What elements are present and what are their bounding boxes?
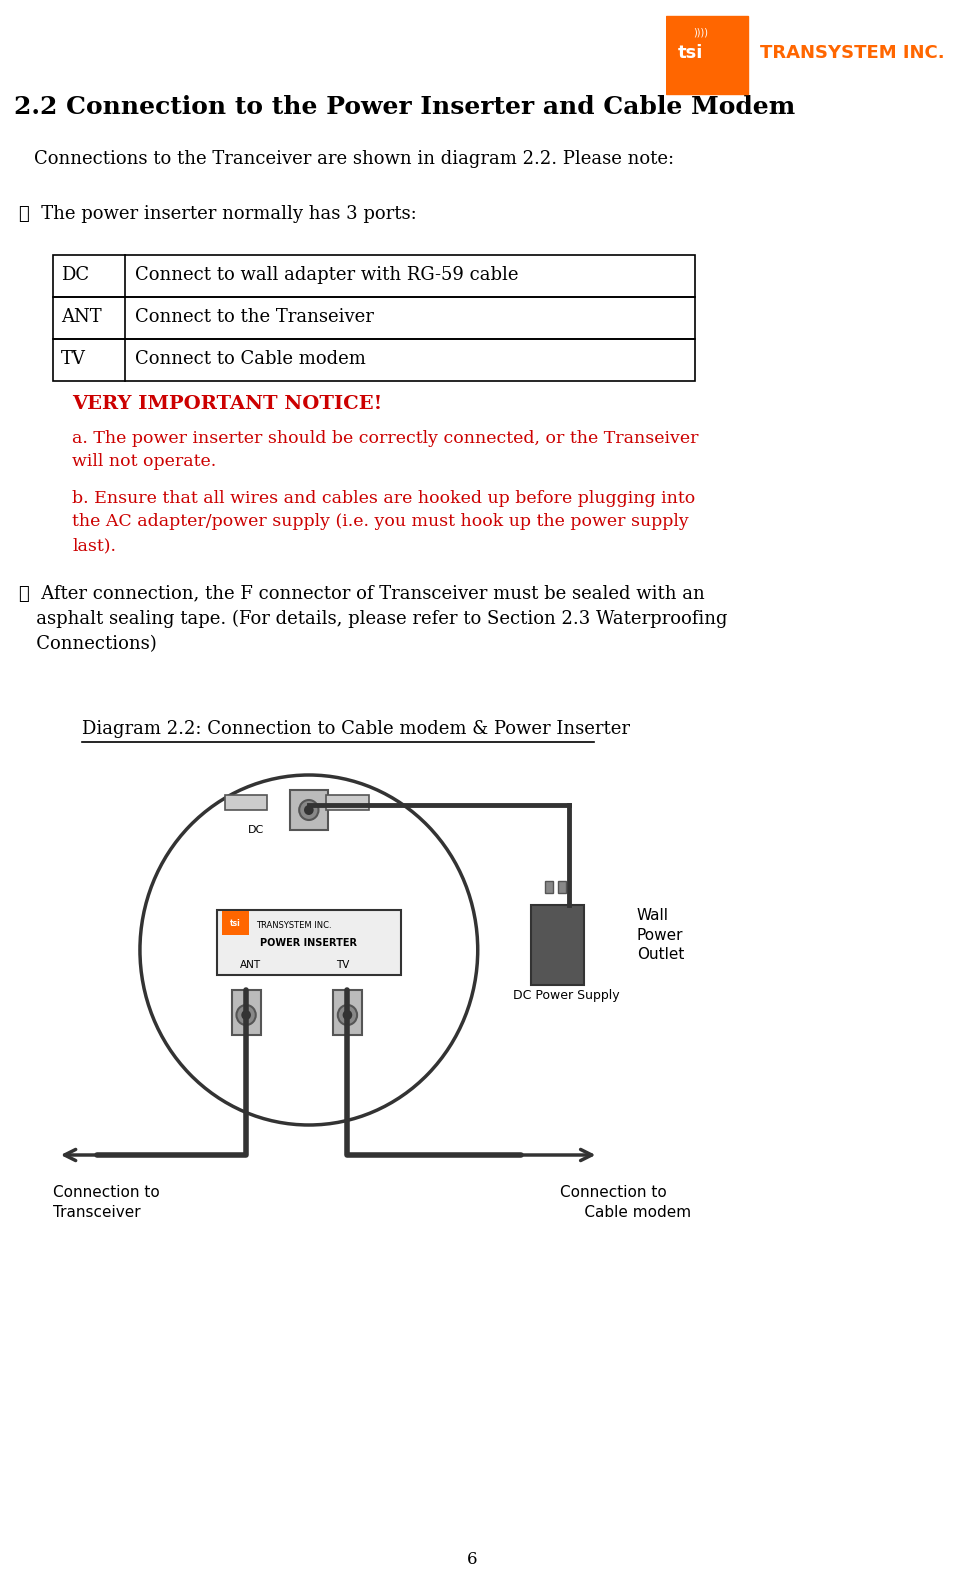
Bar bbox=[545, 881, 553, 893]
Bar bbox=[222, 912, 248, 936]
Bar bbox=[225, 796, 267, 810]
Text: Connection to
Transceiver: Connection to Transceiver bbox=[53, 1185, 159, 1220]
Text: Diagram 2.2: Connection to Cable modem & Power Inserter: Diagram 2.2: Connection to Cable modem &… bbox=[82, 721, 630, 738]
Text: DC: DC bbox=[61, 267, 89, 285]
Circle shape bbox=[237, 1006, 255, 1025]
Circle shape bbox=[304, 805, 313, 815]
Bar bbox=[326, 796, 369, 810]
Text: Connect to Cable modem: Connect to Cable modem bbox=[135, 350, 366, 369]
Bar bbox=[217, 910, 400, 975]
Bar bbox=[53, 255, 694, 298]
Text: ANT: ANT bbox=[241, 959, 261, 971]
Text: TV: TV bbox=[61, 350, 86, 369]
Circle shape bbox=[337, 1006, 357, 1025]
Bar bbox=[289, 791, 328, 831]
Text: tsi: tsi bbox=[677, 43, 702, 62]
Bar bbox=[665, 16, 747, 94]
Text: 6: 6 bbox=[467, 1551, 476, 1569]
Text: ANT: ANT bbox=[61, 309, 102, 326]
Bar bbox=[232, 990, 260, 1036]
Text: TRANSYSTEM INC.: TRANSYSTEM INC. bbox=[759, 43, 944, 62]
Circle shape bbox=[299, 800, 318, 819]
Text: VERY IMPORTANT NOTICE!: VERY IMPORTANT NOTICE! bbox=[72, 395, 382, 414]
Text: )))): )))) bbox=[692, 27, 708, 38]
Circle shape bbox=[342, 1010, 352, 1020]
Text: 2.2 Connection to the Power Inserter and Cable Modem: 2.2 Connection to the Power Inserter and… bbox=[15, 95, 795, 119]
Text: DC: DC bbox=[247, 826, 264, 835]
Text: Connections to the Tranceiver are shown in diagram 2.2. Please note:: Connections to the Tranceiver are shown … bbox=[34, 150, 673, 169]
Text: TRANSYSTEM INC.: TRANSYSTEM INC. bbox=[255, 921, 331, 929]
Circle shape bbox=[241, 1010, 250, 1020]
Text: tsi: tsi bbox=[230, 918, 241, 928]
Text: ①  The power inserter normally has 3 ports:: ① The power inserter normally has 3 port… bbox=[20, 205, 417, 223]
Bar bbox=[53, 298, 694, 339]
Bar bbox=[333, 990, 362, 1036]
Text: b. Ensure that all wires and cables are hooked up before plugging into
the AC ad: b. Ensure that all wires and cables are … bbox=[72, 490, 695, 554]
Text: a. The power inserter should be correctly connected, or the Transeiver
will not : a. The power inserter should be correctl… bbox=[72, 430, 698, 471]
Text: Connect to the Transeiver: Connect to the Transeiver bbox=[135, 309, 374, 326]
Text: POWER INSERTER: POWER INSERTER bbox=[260, 939, 357, 948]
Text: Connection to
     Cable modem: Connection to Cable modem bbox=[559, 1185, 690, 1220]
Bar bbox=[53, 339, 694, 380]
Text: TV: TV bbox=[335, 959, 349, 971]
Text: DC Power Supply: DC Power Supply bbox=[512, 988, 619, 1001]
Bar bbox=[530, 905, 583, 985]
Bar bbox=[557, 881, 565, 893]
Text: Connect to wall adapter with RG-59 cable: Connect to wall adapter with RG-59 cable bbox=[135, 267, 518, 285]
Text: Wall
Power
Outlet: Wall Power Outlet bbox=[637, 908, 684, 963]
Text: ②  After connection, the F connector of Transceiver must be sealed with an
   as: ② After connection, the F connector of T… bbox=[20, 585, 727, 654]
